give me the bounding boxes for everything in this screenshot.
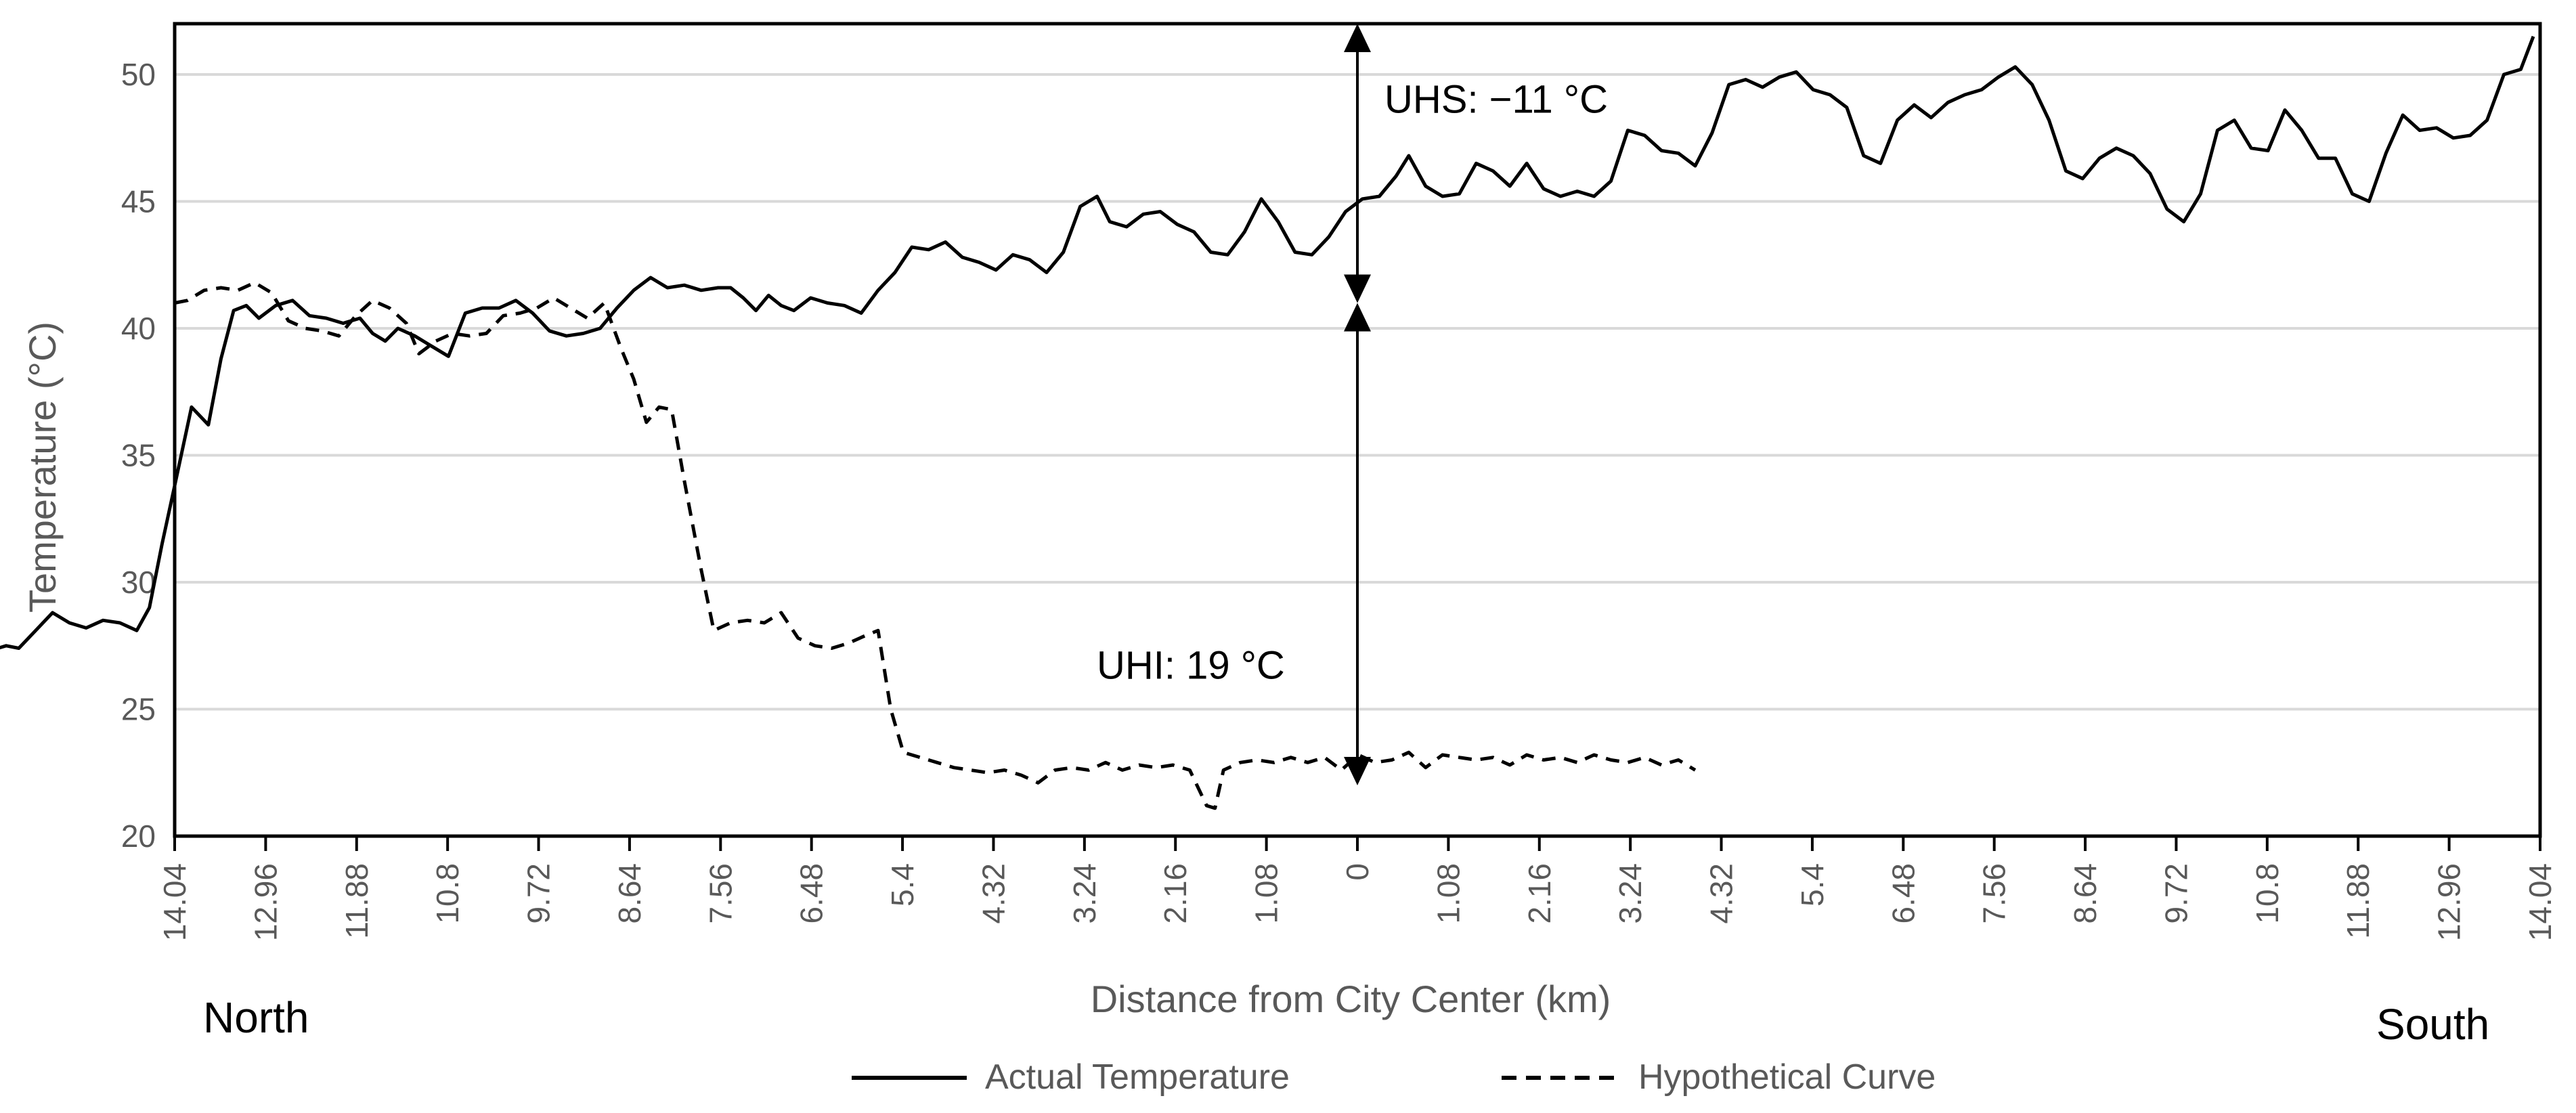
x-axis-title: Distance from City Center (km) [1091, 978, 1611, 1020]
x-tick-label: 3.24 [1067, 863, 1102, 924]
x-tick-label: 12.96 [248, 863, 283, 941]
x-tick-label: 10.8 [430, 863, 465, 924]
y-tick-label: 20 [121, 819, 156, 854]
uhs-label: UHS: −11 °C [1384, 77, 1608, 121]
x-tick-label: 1.08 [1431, 863, 1466, 924]
south-label: South [2376, 1000, 2489, 1049]
x-tick-label: 6.48 [1885, 863, 1921, 924]
y-tick-label: 25 [121, 692, 156, 727]
x-tick-label: 14.04 [157, 863, 192, 941]
legend-label-hypothetical: Hypothetical Curve [1638, 1057, 1936, 1097]
y-tick-label: 30 [121, 565, 156, 600]
x-tick-label: 1.08 [1249, 863, 1284, 924]
y-axis-ticks: 20 25 30 35 40 45 50 [121, 57, 156, 854]
actual-temperature-line [0, 35, 2535, 650]
legend-label-actual: Actual Temperature [985, 1057, 1290, 1097]
x-tick-label: 14.04 [2523, 863, 2558, 941]
x-tick-label: 12.96 [2432, 863, 2467, 941]
y-tick-label: 50 [121, 57, 156, 92]
x-tick-label: 11.88 [2340, 863, 2376, 939]
series-group [0, 35, 2535, 810]
x-tick-label: 2.16 [1158, 863, 1193, 924]
y-tick-label: 45 [121, 184, 156, 219]
x-tick-label: 3.24 [1613, 863, 1648, 924]
uhs-arrowhead-down [1344, 274, 1371, 303]
x-axis-ticks: 14.04 12.96 11.88 10.8 9.72 8.64 7.56 6.48 5.4 4.… [157, 836, 2558, 941]
hypothetical-curve-line [174, 281, 1697, 810]
uhi-arrowhead-down [1344, 757, 1371, 785]
x-tick-label: 2.16 [1522, 863, 1557, 924]
x-tick-label: 5.4 [885, 863, 920, 907]
x-tick-label: 10.8 [2250, 863, 2285, 924]
legend: Actual Temperature Hypothetical Curve [852, 1057, 1936, 1097]
x-tick-label: 0 [1340, 863, 1375, 881]
uhi-arrowhead-up [1344, 303, 1371, 332]
x-tick-label: 6.48 [794, 863, 829, 924]
x-tick-label: 11.88 [339, 863, 374, 939]
uhi-label: UHI: 19 °C [1097, 644, 1285, 688]
y-axis-title: Temperature (°C) [21, 322, 64, 613]
x-tick-label: 9.72 [521, 863, 556, 924]
uhs-arrowhead-up [1344, 24, 1371, 52]
y-tick-label: 40 [121, 311, 156, 346]
x-tick-label: 7.56 [1977, 863, 2012, 924]
north-label: North [203, 993, 309, 1042]
x-tick-label: 8.64 [612, 863, 647, 924]
x-tick-label: 8.64 [2068, 863, 2103, 924]
y-tick-label: 35 [121, 438, 156, 473]
x-tick-label: 4.32 [1704, 863, 1739, 924]
x-tick-label: 4.32 [976, 863, 1011, 924]
x-tick-label: 9.72 [2158, 863, 2193, 924]
x-tick-label: 7.56 [703, 863, 738, 924]
plot-frame [173, 22, 2542, 838]
x-tick-label: 5.4 [1795, 863, 1830, 907]
annotations: UHS: −11 °C UHI: 19 °C [1097, 24, 1608, 785]
